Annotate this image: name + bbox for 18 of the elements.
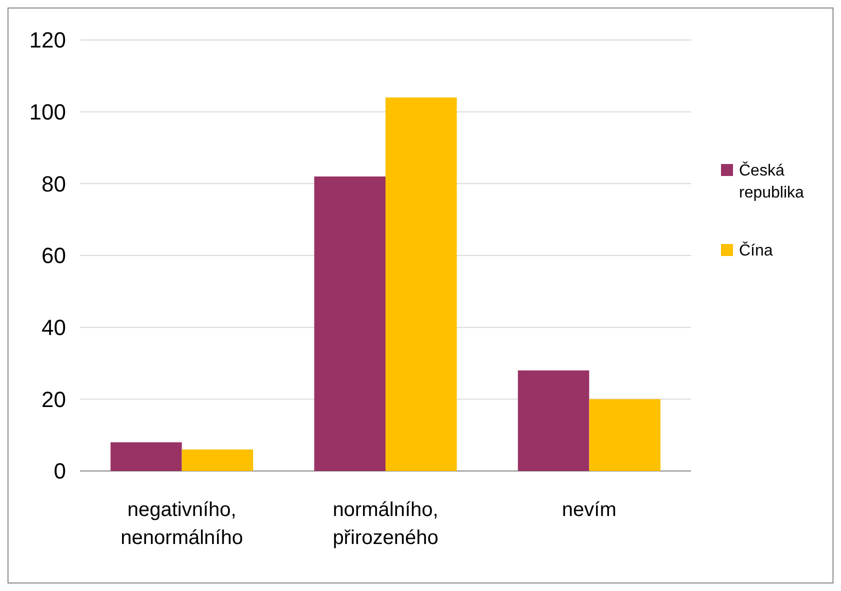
x-tick-label: nevím	[562, 499, 616, 521]
y-tick-label: 60	[42, 243, 66, 268]
y-tick-label: 0	[54, 458, 66, 484]
bar	[589, 399, 660, 471]
legend-label: Česká republika	[739, 162, 804, 202]
bar	[110, 442, 182, 471]
y-tick-label: 80	[42, 171, 66, 196]
bar	[386, 97, 457, 471]
y-tick-label: 120	[29, 28, 66, 53]
y-tick-label: 40	[42, 315, 66, 340]
bar	[182, 449, 254, 471]
bar	[314, 176, 386, 471]
x-tick-label: negativního, nenormálního	[120, 499, 243, 549]
x-tick-label: normálního, přirozeného	[332, 499, 438, 549]
bar	[518, 370, 590, 471]
y-tick-label: 20	[42, 386, 66, 412]
legend-label: Čína	[739, 242, 773, 260]
y-tick-label: 100	[29, 100, 66, 125]
